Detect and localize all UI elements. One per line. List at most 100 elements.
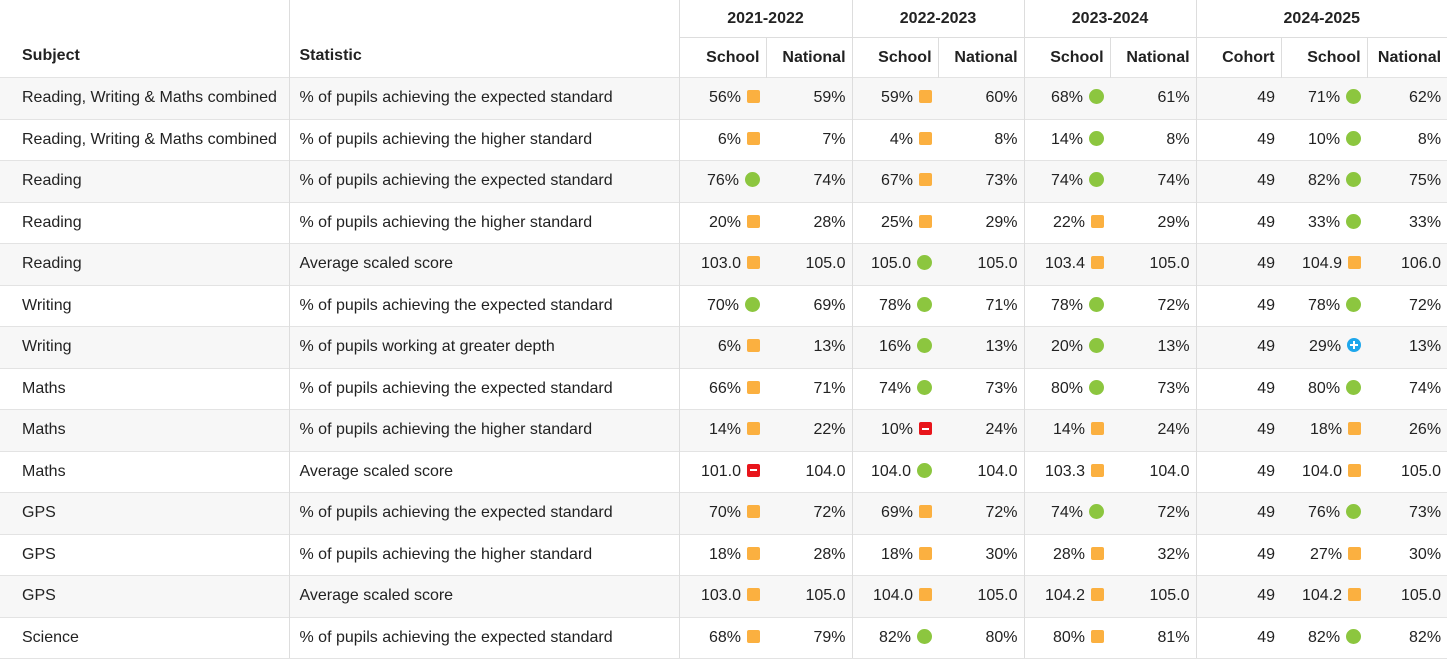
status-icon [1346,628,1362,644]
value-cell: 61% [1110,77,1197,119]
value-text: 29% [985,213,1018,231]
value-cell: 24% [938,409,1025,451]
value-text: 10% [880,421,914,439]
statistic-cell: % of pupils achieving the expected stand… [288,616,679,659]
value-text: 103.0 [700,587,741,605]
value-cell: 105.0 [938,243,1025,285]
value-cell: 14% [678,409,766,451]
value-cell: 104.0 [766,450,853,493]
value-cell: 29% [1281,326,1368,368]
value-text: 56% [708,89,741,107]
value-cell: 33% [1367,201,1447,244]
value-cell: 27% [1281,533,1368,576]
value-text: 103.0 [700,255,741,273]
value-text: 105.0 [977,255,1018,273]
value-cell: 30% [938,533,1025,576]
value-cell: 20% [1023,326,1111,368]
value-cell: 49 [1195,367,1282,410]
value-cell: 82% [1367,616,1447,659]
value-cell: 73% [938,160,1025,202]
value-text: 6% [717,338,741,356]
status-icon [747,256,760,270]
status-icon [747,214,760,228]
status-icon [1091,256,1105,270]
statistic-cell: % of pupils achieving the higher standar… [288,533,679,576]
value-text: 24% [985,421,1018,439]
value-cell: 72% [766,492,853,534]
value-cell: 80% [938,616,1025,659]
subject-cell: Writing [0,326,289,368]
value-text: 78% [1051,296,1084,314]
status-icon [917,296,933,312]
value-cell: 29% [1110,201,1197,244]
value-text: 103.3 [1044,462,1086,480]
statistic-cell: Average scaled score [288,575,679,617]
value-cell: 29% [938,201,1025,244]
statistic-cell: % of pupils achieving the expected stand… [288,367,679,410]
value-cell: 49 [1195,326,1282,368]
status-icon [1091,629,1105,643]
value-text: 33% [1308,213,1341,231]
value-text: 74% [1051,172,1084,190]
column-header: National [1109,37,1197,78]
value-text: 106.0 [1401,255,1442,273]
value-cell: 59% [766,77,853,119]
value-text: 49 [1257,545,1276,563]
status-icon [747,629,760,643]
table-row: Maths% of pupils achieving the expected … [0,367,1447,410]
value-cell: 16% [851,326,939,368]
value-cell: 13% [1367,326,1447,368]
value-cell: 32% [1110,533,1197,576]
value-text: 74% [1157,172,1190,190]
value-text: 76% [1308,504,1341,522]
value-text: 72% [1157,296,1190,314]
value-text: 28% [1053,545,1086,563]
subject-cell: Reading [0,160,289,202]
value-cell: 71% [938,284,1025,327]
status-icon [1348,463,1362,477]
status-icon [747,422,760,436]
value-text: 10% [1308,130,1341,148]
value-text: 74% [878,379,912,397]
statistic-cell: % of pupils achieving the higher standar… [288,118,679,161]
value-cell: 75% [1367,160,1447,202]
value-text: 22% [1053,213,1086,231]
value-text: 74% [813,172,846,190]
status-icon [747,463,760,477]
table-header: Subject Statistic 2021-2022 2022-2023 2023… [0,0,1447,78]
status-icon [1091,422,1105,436]
value-cell: 59% [851,77,939,119]
value-text: 82% [878,628,912,646]
value-cell: 79% [766,616,853,659]
value-cell: 49 [1195,77,1282,119]
subject-cell: GPS [0,533,289,576]
value-text: 105.0 [1149,255,1190,273]
table-row: Writing% of pupils achieving the expecte… [0,284,1447,327]
value-cell: 49 [1195,243,1282,285]
value-text: 71% [813,379,846,397]
value-text: 82% [1409,628,1442,646]
value-text: 28% [813,545,846,563]
status-icon [1089,172,1105,188]
value-cell: 49 [1195,284,1282,327]
value-text: 18% [1310,421,1343,439]
status-icon [1089,504,1105,520]
value-text: 29% [1157,213,1190,231]
value-cell: 103.3 [1023,450,1111,493]
statistic-cell: % of pupils achieving the higher standar… [288,409,679,451]
value-cell: 8% [1367,118,1447,161]
value-text: 8% [1166,130,1190,148]
value-text: 49 [1257,338,1276,356]
value-cell: 104.0 [851,450,939,493]
value-text: 82% [1308,172,1341,190]
value-cell: 10% [1281,118,1368,161]
value-text: 104.9 [1302,255,1343,273]
value-cell: 49 [1195,201,1282,244]
subject-cell: GPS [0,492,289,534]
value-cell: 74% [1023,492,1111,534]
value-text: 67% [880,172,914,190]
value-cell: 13% [938,326,1025,368]
value-text: 70% [706,296,739,314]
value-text: 72% [1157,504,1190,522]
